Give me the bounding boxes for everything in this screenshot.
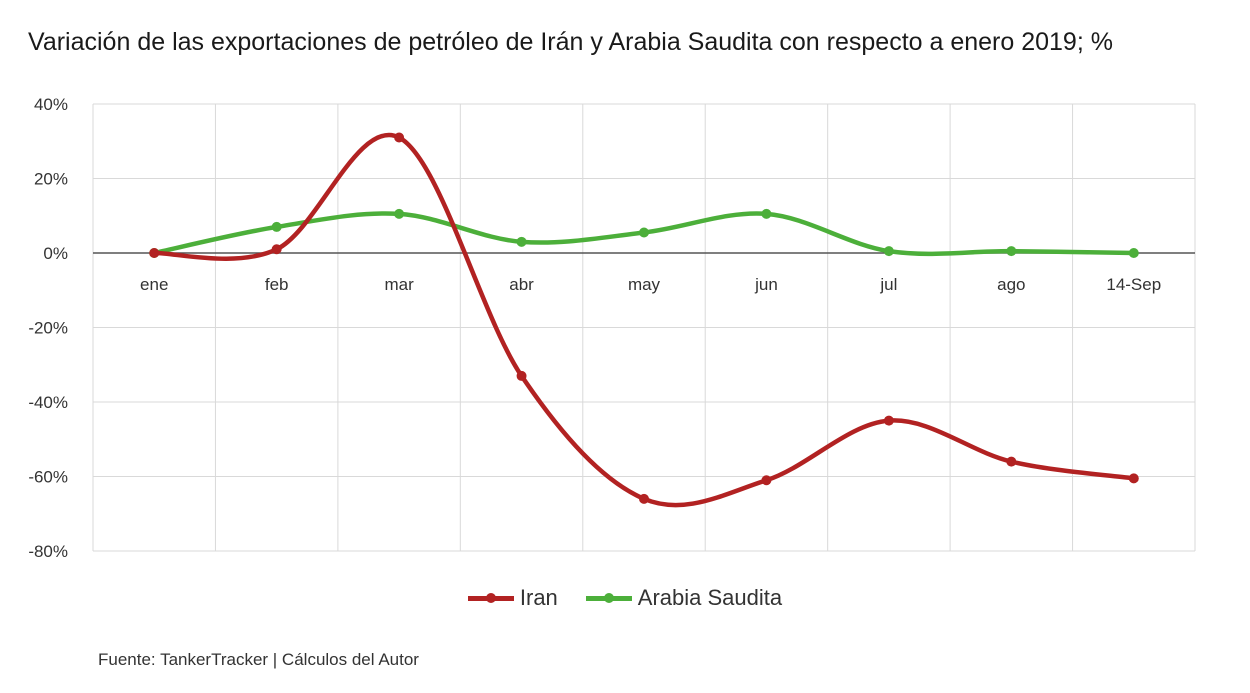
y-tick-label: 40% (34, 95, 68, 114)
x-tick-label: ene (140, 275, 168, 294)
legend: Iran Arabia Saudita (0, 585, 1250, 611)
data-point-iran (1006, 456, 1017, 467)
data-point-arabia-saudita (883, 246, 894, 257)
series-line-iran (151, 132, 1137, 508)
y-tick-label: -40% (28, 393, 68, 412)
legend-swatch (467, 592, 514, 603)
x-tick-label: abr (509, 275, 534, 294)
data-point-iran (394, 132, 405, 143)
y-tick-label: -60% (28, 468, 68, 487)
data-point-arabia-saudita (761, 208, 772, 219)
data-point-arabia-saudita (1128, 248, 1139, 258)
chart-title: Variación de las exportaciones de petról… (28, 28, 1113, 56)
x-tick-label: jun (754, 275, 778, 294)
data-point-iran (639, 493, 649, 504)
legend-swatch (585, 592, 632, 603)
gridlines (92, 103, 1196, 552)
x-axis-ticks: ene feb mar abr may jun jul ago 14-Sep (140, 275, 1161, 294)
data-point-arabia-saudita (271, 221, 282, 232)
y-tick-label: 0% (43, 244, 68, 263)
x-tick-label: may (628, 275, 661, 294)
data-point-iran (761, 475, 772, 486)
data-point-arabia-saudita (1006, 246, 1017, 257)
y-tick-label: 20% (34, 170, 68, 189)
legend-item-arabia-saudita: Arabia Saudita (585, 585, 783, 611)
data-point-iran (271, 244, 282, 255)
data-point-arabia-saudita (639, 227, 649, 238)
data-point-iran (1128, 473, 1139, 484)
legend-label: Arabia Saudita (637, 585, 783, 610)
x-tick-label: jul (879, 275, 897, 294)
y-tick-label: -20% (28, 319, 68, 338)
x-tick-label: feb (265, 275, 289, 294)
y-axis-ticks: 40% 20% 0% -20% -40% -60% -80% (28, 95, 68, 561)
legend-item-iran: Iran (467, 585, 558, 611)
legend-label: Iran (519, 585, 558, 610)
series-lines (149, 132, 1139, 508)
data-point-iran (149, 248, 160, 258)
data-point-iran (516, 370, 527, 381)
data-point-arabia-saudita (394, 208, 405, 219)
data-point-iran (883, 415, 894, 426)
data-point-arabia-saudita (516, 236, 527, 247)
x-tick-label: 14-Sep (1106, 275, 1161, 294)
y-tick-label: -80% (28, 542, 68, 561)
x-tick-label: mar (384, 275, 414, 294)
source-note: Fuente: TankerTracker | Cálculos del Aut… (98, 650, 419, 669)
x-tick-label: ago (997, 275, 1025, 294)
